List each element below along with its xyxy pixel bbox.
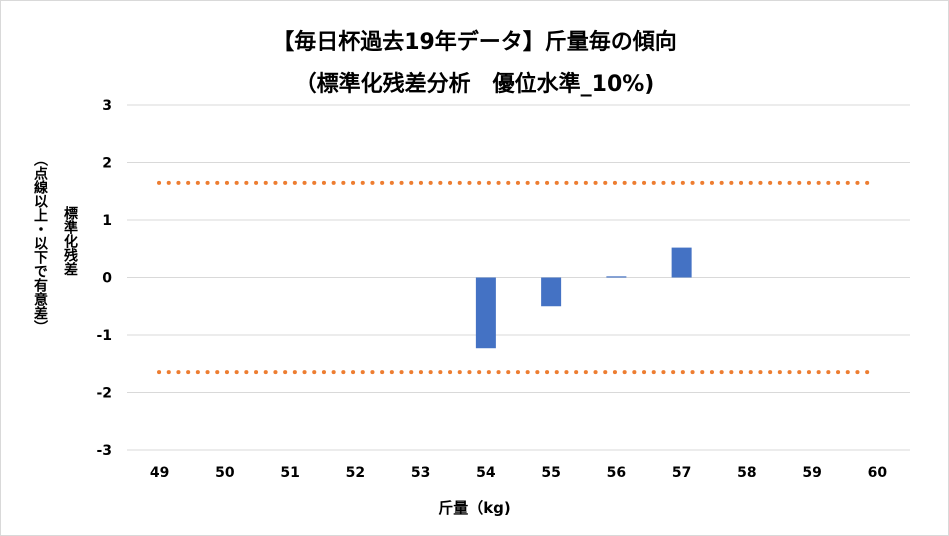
y-axis-label: 標準化残差 <box>62 206 78 276</box>
bar-55 <box>541 277 562 307</box>
y-axis-label-note: （点線以上・以下で有意差） <box>32 152 48 334</box>
x-tick-label: 53 <box>411 465 430 481</box>
y-tick-label: -3 <box>96 443 112 459</box>
x-tick-labels: 49 50 51 52 53 54 55 56 57 58 59 60 <box>150 465 887 481</box>
x-tick-label: 55 <box>541 465 560 481</box>
x-tick-label: 51 <box>280 465 299 481</box>
y-tick-labels: 3 2 1 0 -1 -2 -3 <box>96 98 112 459</box>
bar-57 <box>671 247 692 278</box>
y-tick-label: 2 <box>102 156 112 172</box>
x-tick-label: 54 <box>476 465 496 481</box>
y-tick-label: 1 <box>102 213 112 229</box>
bar-56 <box>606 276 627 278</box>
x-tick-label: 59 <box>802 465 821 481</box>
y-tick-label: -1 <box>96 328 112 344</box>
y-tick-label: 0 <box>102 271 112 287</box>
x-tick-label: 58 <box>737 465 756 481</box>
bar-54 <box>475 277 496 349</box>
threshold-lines <box>157 180 878 375</box>
x-tick-label: 50 <box>215 465 235 481</box>
x-tick-label: 57 <box>672 465 691 481</box>
x-tick-label: 49 <box>150 465 169 481</box>
x-tick-label: 52 <box>346 465 365 481</box>
chart-subtitle: （標準化残差分析 優位水準_10%) <box>294 72 655 97</box>
x-axis-label: 斤量（kg) <box>438 499 511 517</box>
chart-title: 【毎日杯過去19年データ】斤量毎の傾向 <box>272 30 677 55</box>
gridlines <box>127 104 910 451</box>
x-tick-label: 56 <box>607 465 626 481</box>
bar-series <box>475 247 692 349</box>
y-tick-label: -2 <box>96 386 112 402</box>
x-tick-label: 60 <box>868 465 888 481</box>
y-tick-label: 3 <box>102 98 112 114</box>
